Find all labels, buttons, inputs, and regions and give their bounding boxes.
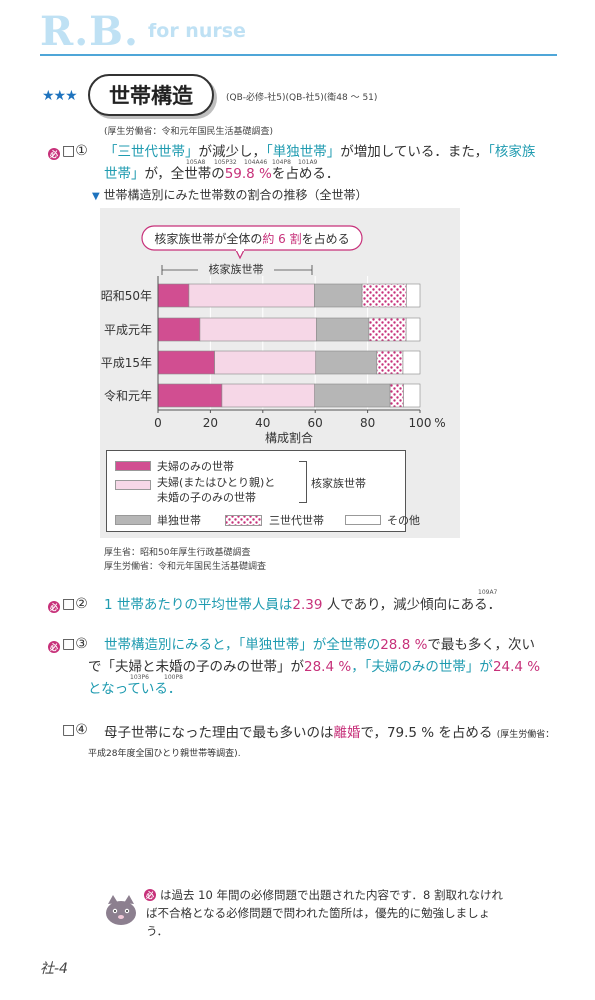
bar-segment [221, 383, 315, 408]
item-1-checkbox[interactable]: □① [62, 143, 88, 159]
item-4-line-2: 平成28年度全国ひとり親世帯等調査). [88, 749, 241, 759]
category-label: 令和元年 [104, 388, 152, 403]
item-2-text: 1 世帯あたりの平均世帯人員は2.39 人であり，減少傾向にある． [104, 597, 502, 613]
item-1-sup-4: 104P8 [272, 159, 291, 166]
item-1-line-1: 「三世代世帯」が減少し，「単独世帯」が増加している．また，「核家族 [104, 144, 536, 160]
logo-subtitle: for nurse [148, 20, 246, 42]
callout-tail [235, 249, 245, 260]
bar-segment [403, 383, 421, 408]
bar-segment [316, 317, 370, 342]
callout-bubble [141, 225, 363, 251]
x-tick-label: 40 [255, 416, 270, 430]
logo-rb: R.B. [40, 8, 139, 55]
x-tick-label: 100 [409, 416, 432, 430]
category-label: 平成元年 [104, 323, 152, 337]
item-3-sup-2: 100P8 [164, 674, 183, 681]
item-1-sup-1: 105A8 [186, 159, 206, 166]
required-mark-icon: 必 [144, 889, 156, 901]
legend-label-other: その他 [387, 514, 420, 527]
legend-swatch-single [115, 515, 151, 525]
legend-group-label: 核家族世帯 [311, 477, 366, 490]
bar-segment [314, 383, 391, 408]
legend-swatch-three-gen [225, 515, 262, 526]
bar-segment [361, 283, 407, 308]
x-unit: % [434, 416, 445, 430]
x-tick-label: 60 [308, 416, 323, 430]
x-axis-label: 構成割合 [265, 430, 313, 445]
tip-text: は過去 10 年間の必修問題で出題された内容です．8 割取れなければ不合格となる… [146, 888, 503, 938]
bar-segment [157, 317, 201, 342]
chart-caption: ▼ 世帯構造別にみた世帯数の割合の推移（全世帯） [92, 188, 368, 202]
callout-text: 核家族世帯が全体の約 6 割を占める [154, 231, 349, 246]
item-2-checkbox[interactable]: □② [62, 596, 88, 612]
required-mark-icon: 必 [48, 641, 60, 653]
item-2-sup: 109A7 [478, 589, 498, 596]
cat-icon [106, 895, 136, 925]
bar-segment [188, 283, 315, 308]
bar-segment [199, 317, 317, 342]
legend-label-couple: 夫婦のみの世帯 [157, 460, 234, 473]
bar-segment [157, 383, 223, 408]
bar-segment [315, 350, 378, 375]
header-rule [40, 54, 557, 56]
item-3-line-1: 世帯構造別にみると，「単独世帯」が全世帯の28.8 %で最も多く，次い [104, 637, 536, 653]
item-3-checkbox[interactable]: □③ [62, 636, 88, 652]
legend-label-three-gen: 三世代世帯 [269, 514, 324, 527]
legend-swatch-other [345, 515, 381, 525]
bar-segment [214, 350, 317, 375]
category-label: 昭和50年 [101, 289, 152, 303]
item-3-line-2: で「夫婦と未婚の子のみの世帯」が28.4 %，「夫婦のみの世帯」が24.4 % [88, 659, 541, 675]
bar-segment [376, 350, 404, 375]
bar-segment [157, 283, 190, 308]
item-4-line-1: 母子世帯になった理由で最も多いのは離婚で，79.5 % を占める (厚生労働省： [104, 725, 555, 741]
bar-segment [157, 350, 215, 375]
bar-segment [368, 317, 407, 342]
bar-segment [406, 283, 421, 308]
x-tick-label: 0 [154, 416, 162, 430]
bar-segment [314, 283, 363, 308]
x-tick-label: 80 [360, 416, 375, 430]
triangle-down-icon: ▼ [92, 191, 100, 202]
required-mark-icon: 必 [48, 601, 60, 613]
bar-segment [389, 383, 404, 408]
page-number: 社-4 [40, 961, 68, 977]
x-tick-label: 20 [203, 416, 218, 430]
legend-swatch-couple [115, 461, 151, 471]
item-1-sup-2: 105P32 [214, 159, 237, 166]
category-label: 平成15年 [101, 356, 152, 370]
legend-label-parent: 夫婦(またはひとり親)と 未婚の子のみの世帯 [157, 476, 276, 504]
item-1-sup-3: 104A46 [244, 159, 268, 166]
chart-svg: 核家族世帯が全体の約 6 割を占める 核家族世帯 昭和50年平成元年平成15年令… [101, 225, 446, 445]
legend-bracket [299, 461, 307, 503]
item-1-line-2: 世帯」が，全世帯の59.8 %を占める． [104, 166, 340, 182]
legend-swatch-parent [115, 480, 151, 490]
item-4-checkbox[interactable]: □④ [62, 722, 88, 738]
item-3-line-3: となっている． [88, 681, 182, 697]
item-1-sup-5: 101A9 [298, 159, 318, 166]
required-mark-icon: 必 [48, 148, 60, 160]
bracket-label: 核家族世帯 [209, 262, 264, 276]
importance-stars: ★★★ [42, 88, 78, 104]
chart-sources: 厚生省：昭和50年厚生行政基礎調査 厚生労働省：令和元年国民生活基礎調査 [104, 548, 267, 572]
item-3-sup-1: 103P6 [130, 674, 149, 681]
section-title: 世帯構造 [88, 74, 214, 116]
section-source: (厚生労働省：令和元年国民生活基礎調査) [104, 127, 274, 137]
section-refs: (QB-必修-社5)(QB-社5)(衛48 ～ 51) [226, 93, 378, 103]
bar-segment [402, 350, 421, 375]
legend-label-single: 単独世帯 [157, 514, 201, 527]
chart-legend: 夫婦のみの世帯 夫婦(またはひとり親)と 未婚の子のみの世帯 核家族世帯 単独世… [106, 450, 420, 532]
bar-segment [405, 317, 421, 342]
